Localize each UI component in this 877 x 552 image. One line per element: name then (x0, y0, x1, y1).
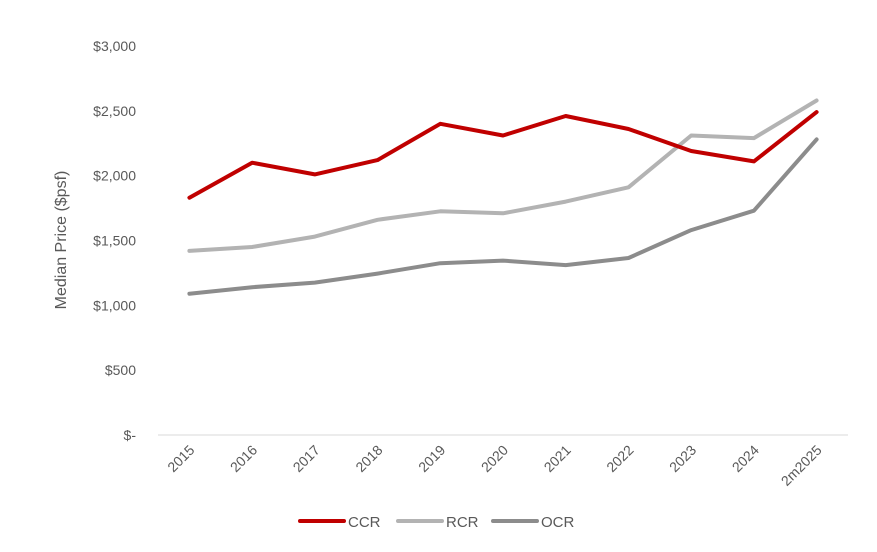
x-tick-label: 2m2025 (778, 442, 825, 489)
series-lines (187, 98, 819, 296)
legend-item-rcr: RCR (396, 514, 479, 531)
y-tick-label: $2,000 (93, 168, 136, 184)
legend-item-ccr: CCR (298, 514, 381, 531)
legend-label: OCR (541, 514, 575, 531)
legend: CCR RCR OCR (298, 514, 575, 531)
y-axis-label: Median Price ($psf) (53, 171, 70, 310)
x-tick-label: 2021 (541, 442, 574, 475)
y-tick-labels: $- $500 $1,000 $1,500 $2,000 $2,500 $3,000 (93, 38, 136, 443)
x-tick-labels: 2015 2016 2017 2018 2019 2020 2021 2022 2023 2024… (164, 442, 825, 489)
series-line-ccr (187, 110, 819, 200)
x-tick-label: 2016 (227, 442, 260, 475)
series-line-rcr (187, 98, 819, 253)
y-tick-label: $3,000 (93, 38, 136, 54)
x-tick-label: 2024 (729, 442, 762, 475)
legend-label: RCR (446, 514, 479, 531)
y-tick-label: $2,500 (93, 103, 136, 119)
x-tick-label: 2017 (290, 442, 323, 475)
x-tick-label: 2022 (603, 442, 636, 475)
series-line-ocr (187, 137, 819, 296)
y-tick-label: $- (124, 427, 137, 443)
legend-label: CCR (348, 514, 381, 531)
x-tick-label: 2019 (415, 442, 448, 475)
y-tick-label: $1,000 (93, 297, 136, 313)
x-tick-label: 2018 (352, 442, 385, 475)
x-tick-label: 2023 (666, 442, 699, 475)
x-tick-label: 2015 (164, 442, 197, 475)
x-tick-label: 2020 (478, 442, 511, 475)
y-tick-label: $500 (105, 362, 136, 378)
legend-item-ocr: OCR (491, 514, 575, 531)
y-tick-label: $1,500 (93, 233, 136, 249)
